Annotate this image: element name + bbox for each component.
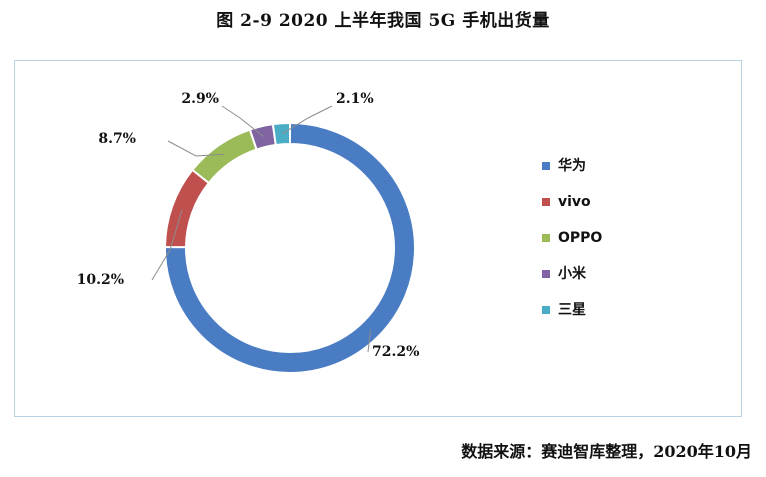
donut-slice-华为 xyxy=(164,121,416,374)
donut-slice-三星 xyxy=(271,121,291,147)
data-label-三星: 2.1% xyxy=(336,91,374,107)
chart-frame xyxy=(14,60,742,417)
leader-line-vivo xyxy=(151,209,183,281)
data-source-note: 数据来源：赛迪智库整理，2020年10月 xyxy=(461,442,752,461)
legend-swatch-三星 xyxy=(542,306,550,314)
legend-swatch-华为 xyxy=(542,162,550,170)
legend-swatch-vivo xyxy=(542,198,550,206)
legend-label-三星: 三星 xyxy=(558,302,586,318)
data-label-oppo: 8.7% xyxy=(98,131,136,147)
legend-label-oppo: OPPO xyxy=(558,230,602,246)
data-label-华为: 72.2% xyxy=(372,344,419,360)
legend-label-vivo: vivo xyxy=(558,194,591,210)
data-label-vivo: 10.2% xyxy=(77,272,124,288)
legend-swatch-小米 xyxy=(542,270,550,278)
leader-line-小米 xyxy=(221,105,264,137)
chart-title: 图 2-9 2020 上半年我国 5G 手机出货量 xyxy=(216,11,550,31)
legend-label-华为: 华为 xyxy=(558,157,586,174)
data-label-小米: 2.9% xyxy=(181,91,219,107)
donut-slice-vivo xyxy=(163,168,211,249)
legend-swatch-oppo xyxy=(542,234,550,242)
leader-line-oppo xyxy=(167,140,225,157)
leader-line-华为 xyxy=(367,329,372,353)
donut-slice-oppo xyxy=(191,128,258,185)
leader-line-三星 xyxy=(281,105,333,135)
legend-label-小米: 小米 xyxy=(558,265,587,282)
